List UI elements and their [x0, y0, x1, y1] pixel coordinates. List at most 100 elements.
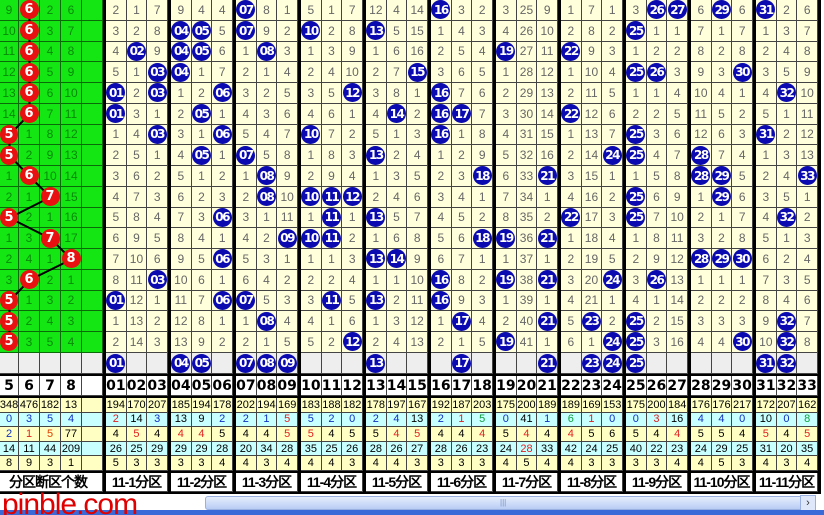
grid-cell: 05 — [191, 41, 213, 63]
number-header: 05 — [191, 376, 213, 396]
stat-cell: 4 — [236, 456, 257, 471]
stat-cell: 35 — [797, 441, 818, 457]
hit-ball: 03 — [147, 124, 167, 144]
grid-cell: 2 — [472, 0, 493, 21]
grid-cell: 3 — [496, 103, 517, 125]
grid-cell: 05 — [191, 103, 213, 125]
grid-cell: 4 — [496, 124, 517, 146]
grid-cell: 08 — [256, 311, 278, 332]
grid-cell: 24 — [602, 332, 623, 353]
left-panel-cell — [82, 207, 103, 229]
grid-cell: 1 — [756, 20, 777, 42]
number-header: 32 — [776, 376, 798, 396]
grid-cell: 5 — [472, 62, 493, 83]
grid-cell: 2 — [366, 332, 387, 353]
selected-row-cell: 07 — [236, 353, 257, 374]
selected-row-cell — [147, 353, 168, 374]
stat-cell: 0 — [602, 412, 623, 428]
grid-cell: 4 — [256, 269, 278, 291]
selected-row-cell — [797, 353, 818, 374]
grid-cell: 6 — [147, 249, 168, 270]
grid-cell: 7 — [472, 103, 493, 125]
grid-cell: 3 — [776, 269, 798, 291]
grid-cell: 25 — [626, 20, 647, 42]
grid-cell: 5 — [407, 166, 428, 187]
grid-cell: 2 — [236, 186, 257, 208]
stat-cell: 4 — [171, 427, 192, 442]
grid-cell: 7 — [691, 20, 712, 42]
zone-label: 11-1分区 — [106, 473, 168, 492]
left-panel-cell: 17 — [61, 228, 82, 249]
scroll-right-button[interactable]: › — [800, 495, 816, 511]
zone-label: 11-3分区 — [236, 473, 298, 492]
grid-cell: 3 — [256, 249, 278, 270]
stat-cell: 5 — [277, 427, 298, 442]
grid-cell: 11 — [171, 290, 192, 312]
grid-cell: 04 — [171, 62, 192, 83]
grid-cell: 18 — [472, 228, 493, 249]
grid-cell: 7 — [451, 249, 473, 270]
hit-ball: 12 — [342, 83, 362, 103]
selected-row-cell: 08 — [256, 353, 278, 374]
left-stat-cell — [82, 427, 103, 442]
grid-cell: 6 — [472, 83, 493, 104]
stat-cell: 5 — [711, 456, 733, 471]
watermark-logo: pinble.com — [2, 488, 138, 515]
grid-cell: 4 — [126, 124, 148, 146]
scrollbar-grip-icon[interactable]: ||| — [500, 498, 507, 507]
stat-cell: 178 — [366, 398, 387, 413]
grid-cell: 5 — [321, 83, 343, 104]
grid-cell: 06 — [212, 124, 233, 146]
hit-ball: 13 — [366, 207, 386, 227]
grid-cell: 7 — [191, 290, 213, 312]
stat-cell: 4 — [236, 427, 257, 442]
stat-cell: 3 — [191, 456, 213, 471]
grid-cell: 11 — [537, 41, 558, 63]
stat-cell: 5 — [626, 427, 647, 442]
grid-cell: 2 — [342, 228, 363, 249]
grid-cell: 03 — [147, 83, 168, 104]
grid-cell: 5 — [301, 0, 322, 21]
grid-cell: 14 — [537, 103, 558, 125]
grid-cell: 8 — [797, 332, 818, 353]
grid-cell: 1 — [626, 41, 647, 63]
left-panel-cell: 10 — [61, 83, 82, 104]
grid-cell: 2 — [256, 228, 278, 249]
left-panel-cell: 4 — [61, 332, 82, 353]
grid-cell: 1 — [212, 269, 233, 291]
grid-cell: 11 — [797, 103, 818, 125]
stat-cell: 203 — [472, 398, 493, 413]
grid-cell: 14 — [126, 332, 148, 353]
grid-cell: 18 — [472, 166, 493, 187]
grid-cell: 6 — [451, 228, 473, 249]
grid-cell: 2 — [407, 103, 428, 125]
horizontal-scrollbar[interactable] — [205, 496, 816, 510]
stat-cell: 194 — [106, 398, 127, 413]
grid-cell: 11 — [321, 186, 343, 208]
grid-cell: 2 — [711, 228, 733, 249]
group-divider — [428, 0, 431, 494]
hit-ball: 16 — [431, 83, 451, 103]
stat-cell: 3 — [646, 412, 668, 428]
selected-ball: 24 — [602, 353, 622, 373]
grid-cell: 1 — [321, 0, 343, 21]
grid-cell: 6 — [691, 0, 712, 21]
grid-cell: 4 — [386, 186, 408, 208]
grid-cell: 3 — [732, 124, 753, 146]
hit-ball: 29 — [711, 249, 731, 269]
grid-cell: 11 — [321, 228, 343, 249]
stat-cell: 189 — [561, 398, 582, 413]
left-panel-cell — [82, 311, 103, 332]
stat-cell: 24 — [581, 441, 603, 457]
grid-cell: 9 — [191, 332, 213, 353]
left-stat-cell — [82, 398, 103, 413]
grid-cell: 3 — [191, 207, 213, 229]
grid-cell: 6 — [106, 228, 127, 249]
stat-cell: 2 — [236, 412, 257, 428]
number-header: 26 — [646, 376, 668, 396]
left-panel-cell: 2 — [61, 290, 82, 312]
hit-ball: 24 — [602, 145, 622, 165]
grid-cell: 1 — [277, 0, 298, 21]
grid-cell: 3 — [342, 249, 363, 270]
count-trend-line — [7, 10, 74, 343]
